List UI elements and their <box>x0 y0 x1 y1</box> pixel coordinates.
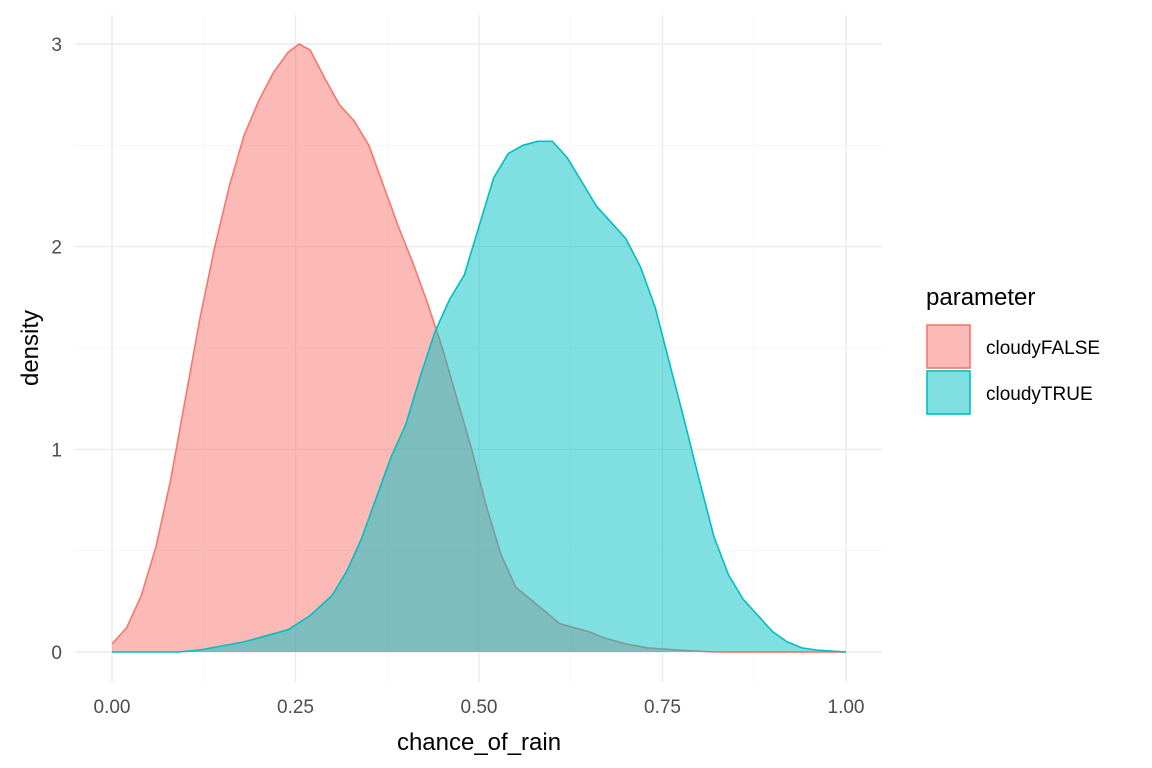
x-tick-label: 1.00 <box>828 697 865 718</box>
legend-label-cloudytrue: cloudyTRUE <box>986 384 1093 405</box>
x-tick-label: 0.75 <box>644 697 681 718</box>
y-tick-label: 1 <box>51 440 62 461</box>
density-line-cloudytrue <box>112 140 847 653</box>
density-areas <box>111 43 847 653</box>
density-area-cloudyfalse <box>112 44 846 652</box>
y-axis: 0 1 2 3 <box>51 35 62 664</box>
legend-items: cloudyFALSE cloudyTRUE <box>926 324 1100 415</box>
legend-key-cloudyfalse <box>926 324 971 369</box>
density-area-cloudytrue <box>112 141 846 653</box>
x-tick-label: 0.50 <box>461 697 498 718</box>
y-tick-label: 3 <box>51 35 62 56</box>
x-tick-label: 0.25 <box>277 697 314 718</box>
y-axis-title: density <box>17 310 44 386</box>
legend: parameter cloudyFALSE cloudyTRUE <box>926 284 1100 415</box>
legend-label-cloudyfalse: cloudyFALSE <box>986 338 1100 359</box>
legend-key-cloudytrue <box>926 370 971 415</box>
legend-title: parameter <box>926 284 1035 311</box>
y-tick-label: 0 <box>51 643 62 664</box>
x-axis: 0.00 0.25 0.50 0.75 1.00 <box>94 697 865 718</box>
y-tick-label: 2 <box>51 238 62 259</box>
x-axis-title: chance_of_rain <box>397 729 561 756</box>
x-tick-label: 0.00 <box>94 697 131 718</box>
